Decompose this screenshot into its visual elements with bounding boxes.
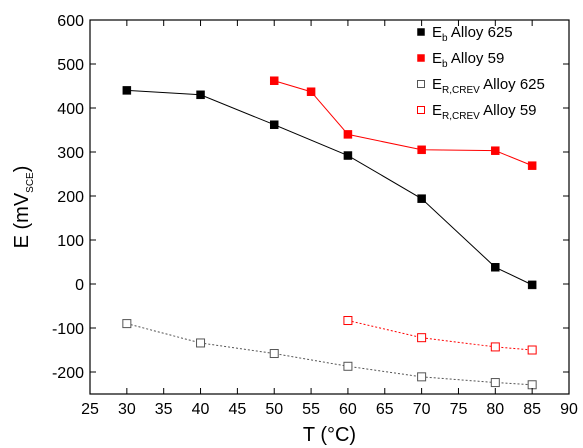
legend-marker <box>417 28 425 36</box>
x-tick-label: 70 <box>413 401 431 418</box>
data-point <box>417 372 427 382</box>
data-point <box>269 349 279 359</box>
x-axis-label: T (°C) <box>303 424 356 446</box>
data-point <box>417 145 426 155</box>
data-point <box>527 380 537 390</box>
y-tick-label: 100 <box>57 233 84 250</box>
series-1 <box>122 86 537 290</box>
data-point <box>122 319 132 329</box>
x-tick-label: 40 <box>192 401 210 418</box>
y-tick-label: 200 <box>57 189 84 206</box>
data-point <box>417 194 426 203</box>
data-point <box>196 338 206 348</box>
legend-label: Eb Alloy 59 <box>432 50 504 70</box>
y-tick-label: -200 <box>52 365 84 382</box>
legend: Eb Alloy 625 Eb Alloy 59 ER,CREV Alloy 625… <box>417 24 545 122</box>
legend-item: Eb Alloy 59 <box>417 50 504 70</box>
data-point <box>527 280 537 290</box>
series-line <box>347 320 533 351</box>
legend-item: Eb Alloy 625 <box>417 24 513 44</box>
series-2 <box>269 76 537 170</box>
legend-label: Eb Alloy 625 <box>432 24 513 44</box>
y-axis: -200 -100 0 100 200 300 400 500 600 <box>52 13 569 382</box>
y-tick-label: 600 <box>57 13 84 30</box>
x-tick-label: 45 <box>228 401 246 418</box>
data-point <box>343 130 353 139</box>
data-point <box>490 378 500 388</box>
series-3 <box>122 319 537 390</box>
x-tick-label: 65 <box>376 401 394 418</box>
y-tick-label: 300 <box>57 145 84 162</box>
x-tick-label: 85 <box>523 401 541 418</box>
plot-frame <box>89 19 570 395</box>
data-point <box>269 76 279 85</box>
data-point <box>306 87 316 96</box>
x-axis: 25 30 35 40 45 50 55 60 65 70 75 80 85 90 <box>81 20 578 418</box>
data-point <box>491 146 500 155</box>
legend-item: ER,CREV Alloy 625 <box>417 76 545 96</box>
data-point <box>417 333 427 343</box>
x-tick-label: 80 <box>486 401 504 418</box>
y-axis-label: E (mVSCE) <box>11 166 36 249</box>
data-point <box>122 86 132 95</box>
x-tick-label: 35 <box>155 401 173 418</box>
x-tick-label: 60 <box>339 401 357 418</box>
x-tick-label: 25 <box>81 401 99 418</box>
legend-marker <box>417 54 425 62</box>
y-tick-label: -100 <box>52 321 84 338</box>
plot-area <box>122 76 537 390</box>
x-tick-label: 90 <box>560 401 578 418</box>
legend-label: ER,CREV Alloy 59 <box>432 102 537 122</box>
data-point <box>527 161 537 170</box>
data-point <box>269 120 279 129</box>
legend-label: ER,CREV Alloy 625 <box>432 76 545 96</box>
x-tick-label: 30 <box>118 401 136 418</box>
data-point <box>343 316 353 326</box>
series-4 <box>343 316 537 355</box>
legend-item: ER,CREV Alloy 59 <box>417 102 537 122</box>
data-point <box>196 90 205 100</box>
data-point <box>343 151 353 160</box>
y-tick-label: 500 <box>57 57 84 74</box>
data-point <box>491 263 500 272</box>
data-point <box>490 342 500 352</box>
x-tick-label: 50 <box>265 401 283 418</box>
legend-marker <box>417 80 425 88</box>
data-point <box>527 345 537 355</box>
series-line <box>274 80 533 167</box>
y-tick-label: 400 <box>57 101 84 118</box>
data-point <box>343 361 353 371</box>
x-tick-label: 55 <box>302 401 320 418</box>
series-line <box>126 323 533 386</box>
legend-marker <box>417 106 425 114</box>
y-tick-label: 0 <box>75 277 84 294</box>
x-tick-label: 75 <box>450 401 468 418</box>
